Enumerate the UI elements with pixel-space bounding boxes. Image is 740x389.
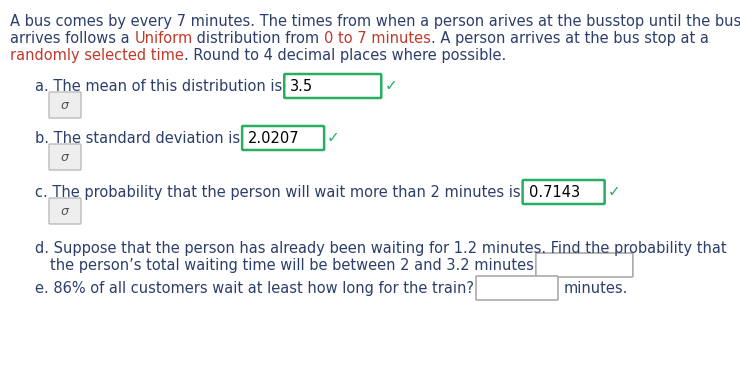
FancyBboxPatch shape: [522, 180, 605, 204]
Text: Uniform: Uniform: [134, 31, 192, 46]
Text: minutes.: minutes.: [564, 281, 628, 296]
Text: A bus comes by every 7 minutes. The times from when a person arives at the busst: A bus comes by every 7 minutes. The time…: [10, 14, 740, 29]
FancyBboxPatch shape: [49, 144, 81, 170]
Text: 0.7143: 0.7143: [528, 185, 579, 200]
Text: 2.0207: 2.0207: [248, 131, 300, 146]
FancyBboxPatch shape: [49, 92, 81, 118]
Text: σ: σ: [61, 151, 69, 163]
FancyBboxPatch shape: [284, 74, 381, 98]
Text: ✓: ✓: [608, 184, 620, 200]
FancyBboxPatch shape: [536, 253, 633, 277]
Text: 3.5: 3.5: [290, 79, 313, 94]
Text: distribution from: distribution from: [192, 31, 324, 46]
Text: arrives follows a: arrives follows a: [10, 31, 134, 46]
Text: e. 86% of all customers wait at least how long for the train?: e. 86% of all customers wait at least ho…: [35, 281, 474, 296]
Text: 0 to 7 minutes: 0 to 7 minutes: [324, 31, 431, 46]
Text: σ: σ: [61, 205, 69, 217]
Text: b. The standard deviation is: b. The standard deviation is: [35, 131, 240, 146]
Text: c. The probability that the person will wait more than 2 minutes is: c. The probability that the person will …: [35, 185, 521, 200]
Text: d. Suppose that the person has already been waiting for 1.2 minutes. Find the pr: d. Suppose that the person has already b…: [35, 241, 727, 256]
FancyBboxPatch shape: [476, 276, 558, 300]
Text: σ: σ: [61, 98, 69, 112]
Text: the person’s total waiting time will be between 2 and 3.2 minutes: the person’s total waiting time will be …: [50, 258, 534, 273]
FancyBboxPatch shape: [242, 126, 324, 150]
Text: randomly selected time: randomly selected time: [10, 48, 184, 63]
FancyBboxPatch shape: [49, 198, 81, 224]
Text: . A person arrives at the bus stop at a: . A person arrives at the bus stop at a: [431, 31, 709, 46]
Text: ✓: ✓: [327, 130, 340, 145]
Text: ✓: ✓: [384, 79, 397, 93]
Text: a. The mean of this distribution is: a. The mean of this distribution is: [35, 79, 282, 94]
Text: . Round to 4 decimal places where possible.: . Round to 4 decimal places where possib…: [184, 48, 506, 63]
